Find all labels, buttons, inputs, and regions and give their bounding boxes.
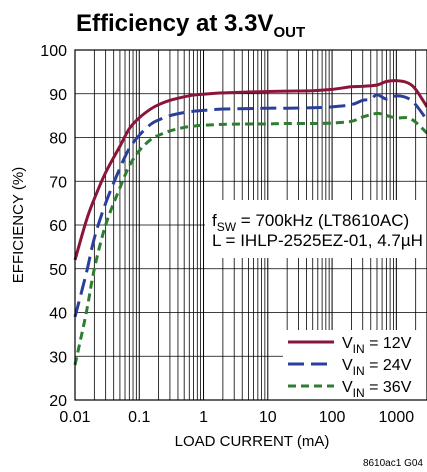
series-group <box>73 79 427 366</box>
x-tick-label: 1000 <box>379 409 415 426</box>
y-tick-label: 20 <box>49 393 67 410</box>
y-tick-label: 80 <box>49 131 67 148</box>
y-tick-label: 40 <box>49 306 67 323</box>
y-tick-label: 100 <box>40 43 67 60</box>
y-tick-label: 30 <box>49 349 67 366</box>
x-tick-label: 1 <box>199 409 208 426</box>
x-axis-label: LOAD CURRENT (mA) <box>175 433 330 450</box>
legend-label-1: VIN = 12V <box>342 335 412 356</box>
annotation-line-2: L = IHLP-2525EZ-01, 4.7µH <box>212 231 423 250</box>
y-tick-label: 50 <box>49 262 67 279</box>
series-line-2 <box>73 93 427 318</box>
x-tick-label: 0.01 <box>59 409 90 426</box>
annotation-background <box>205 200 427 258</box>
x-tick-label: 100 <box>319 409 346 426</box>
y-axis-label: EFFICIENCY (%) <box>10 167 27 283</box>
tick-labels: 0.01 0.1 1 10 100 1000 20 30 40 50 60 70 80 90 100 <box>40 43 414 426</box>
annotation-line-1: fSW = 700kHz (LT8610AC) <box>212 211 409 234</box>
chart-title-main: Efficiency at 3.3V <box>76 10 273 37</box>
figure-id: 8610ac1 G04 <box>363 458 423 469</box>
y-tick-label: 90 <box>49 87 67 104</box>
series-line-3 <box>73 111 427 366</box>
series-line-1 <box>73 79 427 261</box>
chart-title: Efficiency at 3.3VOUT <box>76 10 305 41</box>
plot-border <box>74 49 427 401</box>
legend-label-2: VIN = 24V <box>342 357 412 378</box>
chart-title-subscript: OUT <box>273 24 305 41</box>
legend-label-3: VIN = 36V <box>342 379 412 400</box>
x-tick-label: 0.1 <box>128 409 150 426</box>
y-tick-label: 60 <box>49 218 67 235</box>
y-tick-label: 70 <box>49 174 67 191</box>
x-tick-label: 10 <box>259 409 277 426</box>
